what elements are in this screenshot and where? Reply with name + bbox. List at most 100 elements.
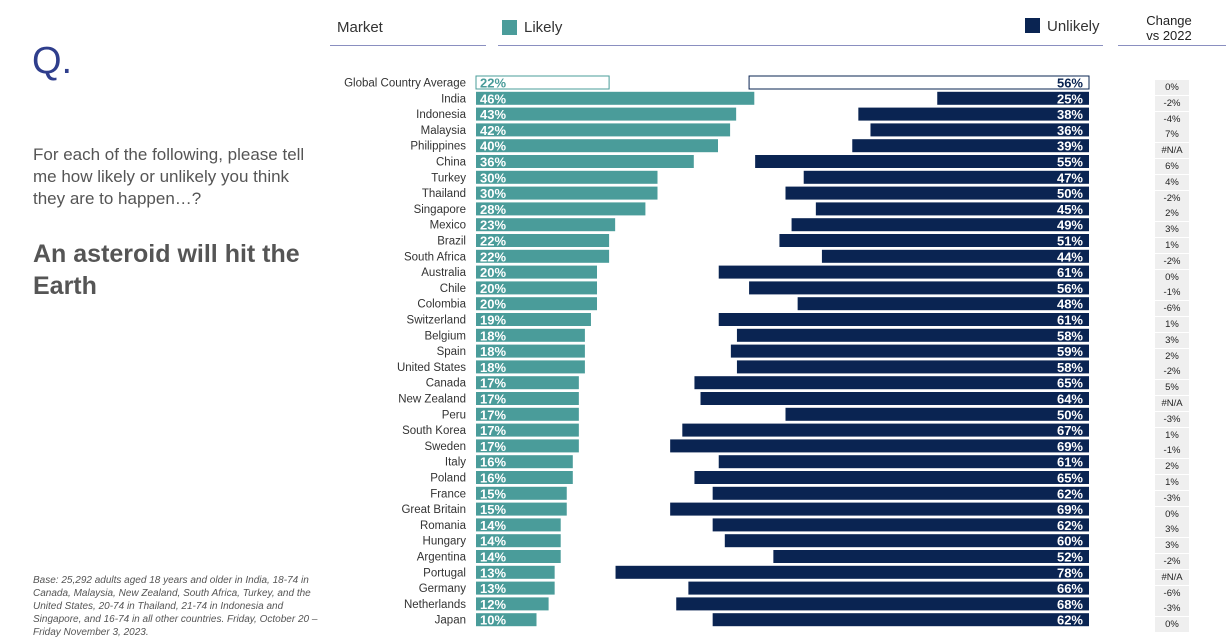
change-value: -1% (1155, 443, 1189, 459)
likely-value-label: 14% (480, 534, 506, 549)
change-value: 0% (1155, 269, 1189, 285)
category-label: Germany (419, 583, 467, 595)
unlikely-bar (791, 218, 1089, 232)
unlikely-bar (712, 518, 1089, 532)
legend-likely-label: Likely (524, 19, 563, 36)
unlikely-value-label: 55% (1057, 155, 1083, 170)
unlikely-value-label: 69% (1057, 502, 1083, 517)
category-label: Belgium (424, 330, 466, 342)
likely-value-label: 18% (480, 344, 506, 359)
change-value: -2% (1155, 253, 1189, 269)
category-label: Peru (442, 409, 466, 421)
unlikely-value-label: 78% (1057, 565, 1083, 580)
category-label: France (430, 488, 466, 500)
unlikely-value-label: 39% (1057, 139, 1083, 154)
likely-bar (476, 139, 718, 153)
likely-bar (476, 613, 537, 627)
likely-bar (475, 75, 610, 90)
unlikely-value-label: 65% (1057, 376, 1083, 391)
change-value: -3% (1155, 411, 1189, 427)
category-label: United States (397, 362, 466, 374)
likely-bar (476, 360, 585, 374)
likely-value-label: 18% (480, 360, 506, 375)
unlikely-value-label: 44% (1057, 249, 1083, 264)
unlikely-bar (870, 123, 1089, 137)
likely-bar (476, 186, 658, 200)
category-label: Thailand (422, 188, 466, 200)
unlikely-value-label: 61% (1057, 455, 1083, 470)
change-value: -6% (1155, 301, 1189, 317)
unlikely-value-label: 36% (1057, 123, 1083, 138)
category-label: Singapore (414, 204, 466, 216)
unlikely-bar (821, 249, 1089, 263)
unlikely-value-label: 62% (1057, 518, 1083, 533)
unlikely-value-label: 58% (1057, 328, 1083, 343)
unlikely-bar (736, 360, 1089, 374)
unlikely-value-label: 64% (1057, 392, 1083, 407)
header-underline-change (1118, 45, 1226, 46)
unlikely-value-label: 67% (1057, 423, 1083, 438)
unlikely-bar (712, 613, 1089, 627)
likely-bar (476, 407, 579, 421)
likely-bar (476, 518, 561, 532)
unlikely-value-label: 65% (1057, 471, 1083, 486)
category-label: New Zealand (398, 394, 466, 406)
change-value: 4% (1155, 174, 1189, 190)
change-value: 2% (1155, 348, 1189, 364)
likely-bar (476, 170, 658, 184)
likely-bar (476, 565, 555, 579)
likely-bar (476, 486, 567, 500)
likely-bar (476, 123, 731, 137)
likely-bar (476, 155, 694, 168)
unlikely-bar (670, 502, 1089, 516)
unlikely-bar (615, 565, 1089, 579)
change-value: 2% (1155, 459, 1189, 475)
unlikely-bar (785, 186, 1089, 200)
unlikely-bar (712, 486, 1089, 500)
likely-value-label: 16% (480, 455, 506, 470)
likely-bar (476, 218, 616, 232)
category-label: Mexico (430, 220, 466, 232)
unlikely-value-label: 62% (1057, 486, 1083, 501)
category-label: Italy (445, 457, 466, 469)
likely-bar (476, 502, 567, 516)
likely-value-label: 17% (480, 439, 506, 454)
category-label: Turkey (431, 172, 466, 184)
unlikely-bar (670, 439, 1089, 453)
header-market: Market (337, 19, 383, 36)
change-value: 3% (1155, 222, 1189, 238)
likely-value-label: 17% (480, 423, 506, 438)
likely-value-label: 10% (480, 613, 506, 628)
likely-bar (476, 471, 573, 484)
change-value: 0% (1155, 617, 1189, 633)
likely-value-label: 28% (480, 202, 506, 217)
category-label: Great Britain (401, 504, 466, 516)
change-value: -2% (1155, 364, 1189, 380)
likely-value-label: 22% (480, 249, 506, 264)
unlikely-value-label: 51% (1057, 234, 1083, 249)
unlikely-bar (736, 328, 1089, 342)
statement-title: An asteroid will hit the Earth (33, 240, 300, 300)
category-label: Brazil (437, 236, 466, 248)
unlikely-bar (815, 202, 1089, 216)
likely-value-label: 42% (480, 123, 506, 138)
likely-value-label: 30% (480, 186, 506, 201)
category-label: Australia (421, 267, 466, 279)
likely-value-label: 14% (480, 518, 506, 533)
change-value: 1% (1155, 238, 1189, 253)
change-value: 5% (1155, 380, 1189, 396)
category-label: Indonesia (416, 109, 466, 121)
likely-value-label: 40% (480, 139, 506, 154)
likely-value-label: 46% (480, 91, 506, 106)
unlikely-bar (694, 471, 1089, 484)
legend-unlikely-swatch (1025, 18, 1040, 33)
question-marker: Q. (32, 40, 73, 82)
change-value: 3% (1155, 538, 1189, 554)
category-label: Poland (430, 473, 466, 485)
category-label: Canada (426, 378, 467, 390)
category-label: Netherlands (404, 599, 466, 611)
likely-bar (476, 423, 579, 437)
unlikely-value-label: 60% (1057, 534, 1083, 549)
unlikely-value-label: 50% (1057, 186, 1083, 201)
